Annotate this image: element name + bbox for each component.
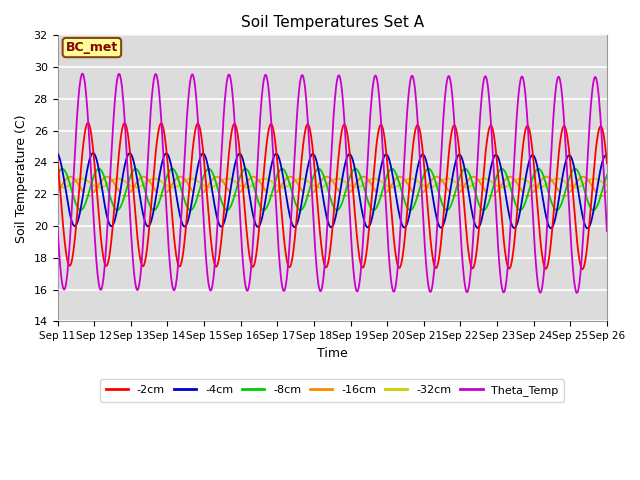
- Legend: -2cm, -4cm, -8cm, -16cm, -32cm, Theta_Temp: -2cm, -4cm, -8cm, -16cm, -32cm, Theta_Te…: [100, 380, 564, 401]
- Text: BC_met: BC_met: [66, 41, 118, 54]
- X-axis label: Time: Time: [317, 347, 348, 360]
- Y-axis label: Soil Temperature (C): Soil Temperature (C): [15, 114, 28, 242]
- Title: Soil Temperatures Set A: Soil Temperatures Set A: [241, 15, 424, 30]
